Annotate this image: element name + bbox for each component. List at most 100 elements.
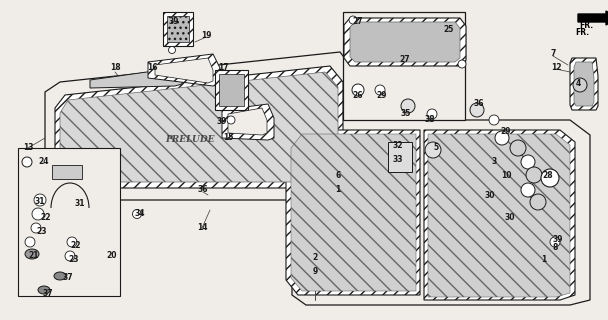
- Circle shape: [510, 140, 526, 156]
- Circle shape: [349, 16, 357, 24]
- Text: 34: 34: [135, 210, 145, 219]
- Circle shape: [32, 208, 44, 220]
- Polygon shape: [222, 104, 274, 140]
- FancyArrow shape: [578, 11, 608, 25]
- Circle shape: [375, 85, 385, 95]
- Text: 39: 39: [169, 18, 179, 27]
- Bar: [52, 165, 82, 179]
- Circle shape: [401, 99, 415, 113]
- Text: 37: 37: [63, 274, 74, 283]
- Text: 31: 31: [75, 199, 85, 209]
- Circle shape: [31, 223, 41, 233]
- Text: 3: 3: [491, 157, 497, 166]
- Polygon shape: [286, 130, 420, 295]
- Polygon shape: [574, 62, 594, 106]
- Text: 22: 22: [71, 242, 81, 251]
- Text: 35: 35: [401, 109, 411, 118]
- Bar: [343, 12, 465, 120]
- Text: 16: 16: [147, 63, 157, 73]
- Circle shape: [34, 194, 46, 206]
- Text: 39: 39: [553, 236, 563, 244]
- Polygon shape: [163, 12, 193, 46]
- Polygon shape: [291, 134, 416, 291]
- Text: 27: 27: [353, 18, 364, 27]
- Polygon shape: [45, 52, 355, 200]
- Text: 22: 22: [41, 213, 51, 222]
- Text: 38: 38: [424, 116, 435, 124]
- Polygon shape: [55, 66, 343, 188]
- Text: 2: 2: [313, 253, 317, 262]
- Text: 23: 23: [69, 255, 79, 265]
- Text: 37: 37: [43, 289, 54, 298]
- Polygon shape: [350, 22, 460, 62]
- Text: 4: 4: [575, 79, 581, 89]
- Text: 24: 24: [39, 157, 49, 166]
- Text: 23: 23: [36, 228, 47, 236]
- Text: 36: 36: [198, 186, 209, 195]
- Text: 10: 10: [501, 172, 511, 180]
- Circle shape: [530, 194, 546, 210]
- Text: 33: 33: [393, 156, 403, 164]
- Text: FR.: FR.: [575, 28, 589, 37]
- Circle shape: [427, 109, 437, 119]
- Circle shape: [25, 237, 35, 247]
- Circle shape: [470, 103, 484, 117]
- Text: 1: 1: [336, 186, 340, 195]
- Circle shape: [425, 142, 441, 158]
- Text: 12: 12: [551, 62, 561, 71]
- Circle shape: [550, 237, 560, 247]
- Text: 27: 27: [399, 55, 410, 65]
- Polygon shape: [219, 74, 244, 106]
- Text: 1: 1: [541, 255, 547, 265]
- Text: 39: 39: [216, 117, 227, 126]
- Bar: [388, 142, 412, 172]
- Circle shape: [489, 115, 499, 125]
- Polygon shape: [344, 18, 466, 66]
- Circle shape: [541, 169, 559, 187]
- Text: 29: 29: [501, 127, 511, 137]
- Text: 31: 31: [35, 197, 45, 206]
- Text: 26: 26: [353, 92, 363, 100]
- Text: 29: 29: [377, 92, 387, 100]
- Text: 5: 5: [434, 143, 438, 153]
- Polygon shape: [155, 58, 213, 83]
- Text: PRELUDE: PRELUDE: [165, 135, 215, 145]
- Polygon shape: [148, 54, 220, 86]
- Text: 36: 36: [474, 100, 484, 108]
- Polygon shape: [428, 134, 570, 297]
- Circle shape: [352, 84, 364, 96]
- Polygon shape: [228, 108, 267, 135]
- Circle shape: [22, 157, 32, 167]
- Text: 28: 28: [543, 172, 553, 180]
- Circle shape: [65, 251, 75, 261]
- Text: FR.: FR.: [579, 20, 593, 29]
- Bar: [18, 148, 120, 296]
- Polygon shape: [90, 68, 182, 88]
- Text: 32: 32: [393, 141, 403, 150]
- Circle shape: [458, 60, 466, 68]
- Circle shape: [495, 131, 509, 145]
- Circle shape: [521, 183, 535, 197]
- Polygon shape: [167, 16, 189, 42]
- Circle shape: [573, 78, 587, 92]
- Circle shape: [521, 155, 535, 169]
- Text: 19: 19: [201, 30, 211, 39]
- Text: 30: 30: [485, 191, 496, 201]
- Polygon shape: [570, 58, 598, 110]
- Text: 25: 25: [444, 26, 454, 35]
- Polygon shape: [292, 120, 590, 305]
- Text: 17: 17: [218, 63, 229, 73]
- Circle shape: [168, 46, 176, 53]
- Polygon shape: [60, 72, 338, 182]
- Text: 8: 8: [552, 244, 558, 252]
- Text: 14: 14: [197, 223, 207, 233]
- Text: 9: 9: [313, 268, 317, 276]
- Text: 18: 18: [109, 63, 120, 73]
- Ellipse shape: [38, 286, 50, 294]
- Text: 6: 6: [336, 172, 340, 180]
- Circle shape: [67, 237, 77, 247]
- Polygon shape: [424, 130, 575, 300]
- Text: 15: 15: [223, 132, 233, 141]
- Text: 30: 30: [505, 213, 515, 222]
- Ellipse shape: [54, 272, 66, 280]
